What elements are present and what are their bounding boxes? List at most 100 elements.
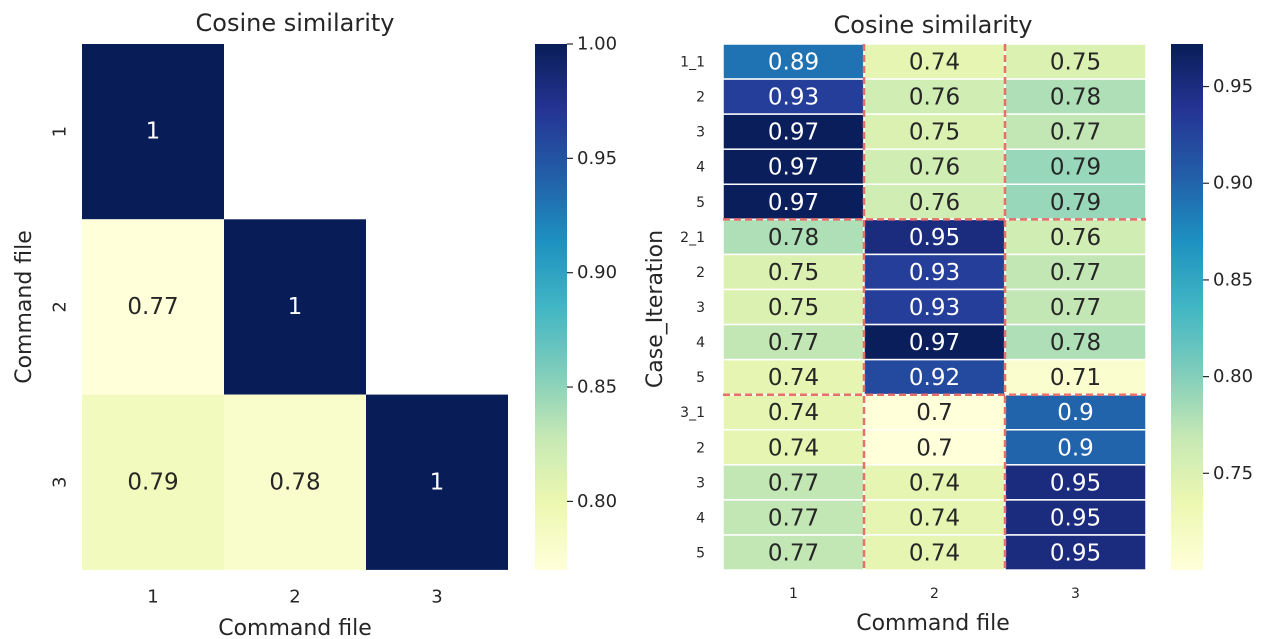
left-cell-label-r0-c0: 1	[146, 119, 161, 145]
right-cell-label-r6-c2: 0.77	[1050, 260, 1101, 286]
right-cell-label-r0-c2: 0.75	[1050, 50, 1101, 76]
right-x-tick-1: 2	[930, 586, 939, 602]
left-x-ticks: 1 2 3	[147, 587, 442, 608]
left-colorbar	[535, 44, 567, 570]
right-cell-label-r1-c2: 0.78	[1050, 85, 1101, 111]
right-cell-label-r5-c0: 0.78	[768, 225, 819, 251]
right-y-tick-9: 5	[696, 370, 705, 386]
right-cell-label-r8-c1: 0.97	[909, 330, 960, 356]
right-cell-r2-c2	[1004, 113, 1147, 150]
right-cell-label-r10-c2: 0.9	[1057, 400, 1094, 426]
right-cell-label-r14-c1: 0.74	[909, 541, 960, 567]
left-y-tick-2: 3	[50, 477, 71, 488]
right-cell-r3-c0	[722, 148, 865, 186]
right-cell-label-r7-c1: 0.93	[909, 295, 960, 321]
left-cell-label-r2-c0: 0.79	[127, 469, 178, 495]
right-cell-label-r4-c2: 0.79	[1050, 190, 1101, 216]
left-heatmap: Cosine similarity 1 0.77 1 0.79 0.78 1 1 2 3 1 2…	[12, 9, 617, 639]
right-cell-label-r6-c0: 0.75	[768, 260, 819, 286]
right-cell-r11-c2	[1004, 429, 1147, 466]
right-y-tick-12: 3	[696, 475, 705, 491]
right-cell-label-r0-c0: 0.89	[768, 50, 819, 76]
right-colorbar-tick-label-3: 0.90	[1213, 173, 1253, 194]
left-cell-label-r2-c1: 0.78	[269, 469, 320, 495]
right-y-tick-11: 2	[696, 440, 705, 456]
right-cell-r11-c0	[722, 429, 865, 466]
right-cells: 0.89 0.74 0.75 0.93 0.76 0.78 0.97 0.75 0.77 0.97…	[722, 43, 1147, 571]
right-cell-label-r7-c0: 0.75	[768, 295, 819, 321]
right-cell-label-r13-c1: 0.74	[909, 505, 960, 531]
right-colorbar-ticks: 0.75 0.80 0.85 0.90 0.95	[1203, 76, 1253, 484]
left-x-tick-1: 2	[289, 587, 300, 608]
right-cell-label-r2-c0: 0.97	[768, 120, 819, 146]
right-x-ticks: 1 2 3	[789, 586, 1080, 602]
right-y-tick-0: 1_1	[680, 55, 705, 71]
right-cell-label-r8-c0: 0.77	[768, 330, 819, 356]
right-heatmap: Cosine similarity 0.89 0.74 0.750.93 0.76 0.…	[643, 11, 1253, 636]
right-cell-label-r12-c0: 0.77	[768, 470, 819, 496]
right-cell-r8-c2	[1004, 323, 1147, 361]
left-y-ticks: 1 2 3	[50, 126, 71, 488]
right-cell-r6-c2	[1004, 253, 1147, 291]
right-y-tick-5: 2_1	[680, 230, 705, 246]
left-colorbar-tick-label-1: 0.85	[577, 377, 617, 398]
right-cell-r1-c2	[1004, 78, 1147, 115]
right-cell-label-r0-c1: 0.74	[909, 50, 960, 76]
left-y-axis-label: Command file	[12, 230, 37, 384]
left-colorbar-ticks: 0.80 0.85 0.90 0.95 1.00	[567, 34, 617, 512]
left-cell-r2-c0	[82, 394, 224, 570]
right-cell-label-r9-c2: 0.71	[1050, 365, 1101, 391]
right-group-separators	[723, 44, 1146, 571]
left-cell-r1-c0	[82, 219, 224, 395]
right-cell-label-r9-c0: 0.74	[768, 365, 819, 391]
right-y-ticks: 1_1 2 3 4 5 2_1 2 3 4 5 3_1 2 3 4 5	[680, 55, 705, 562]
right-cell-label-r2-c1: 0.75	[909, 120, 960, 146]
right-y-tick-1: 2	[696, 90, 705, 106]
right-y-tick-7: 3	[696, 300, 705, 316]
right-y-tick-14: 5	[696, 546, 705, 562]
right-cell-label-r7-c2: 0.77	[1050, 295, 1101, 321]
left-x-tick-0: 1	[147, 587, 158, 608]
right-cell-r14-c1	[863, 534, 1006, 571]
left-cell-label-r2-c2: 1	[430, 469, 445, 495]
left-colorbar-tick-label-3: 0.95	[577, 148, 617, 169]
right-colorbar-tick-label-1: 0.80	[1213, 366, 1253, 387]
right-y-tick-2: 3	[696, 125, 705, 141]
left-cell-r1-c1	[224, 219, 366, 395]
right-y-tick-6: 2	[696, 265, 705, 281]
right-colorbar-tick-label-4: 0.95	[1213, 76, 1253, 97]
right-cell-label-r2-c2: 0.77	[1050, 120, 1101, 146]
right-cell-label-r13-c2: 0.95	[1050, 505, 1101, 531]
right-y-axis-label: Case_Iteration	[643, 230, 668, 388]
right-cell-label-r10-c1: 0.7	[916, 400, 953, 426]
right-y-tick-13: 4	[696, 510, 705, 526]
right-colorbar	[1171, 44, 1203, 570]
right-cell-label-r11-c1: 0.7	[916, 435, 953, 461]
right-title: Cosine similarity	[834, 11, 1033, 39]
right-cell-label-r9-c1: 0.92	[909, 365, 960, 391]
left-x-axis-label: Command file	[218, 616, 372, 639]
right-cell-label-r3-c2: 0.79	[1050, 155, 1101, 181]
right-colorbar-tick-label-2: 0.85	[1213, 269, 1253, 290]
right-cell-r8-c0	[722, 323, 865, 361]
left-colorbar-tick-label-0: 0.80	[577, 491, 617, 512]
right-cell-label-r12-c2: 0.95	[1050, 470, 1101, 496]
right-cell-label-r5-c2: 0.76	[1050, 225, 1101, 251]
right-cell-r2-c0	[722, 113, 865, 150]
right-x-axis-label: Command file	[856, 611, 1010, 636]
left-x-tick-2: 3	[431, 587, 442, 608]
right-x-tick-0: 1	[789, 586, 798, 602]
right-cell-label-r13-c0: 0.77	[768, 505, 819, 531]
left-y-tick-1: 2	[50, 301, 71, 312]
right-cell-r11-c1	[863, 429, 1006, 466]
right-cell-label-r5-c1: 0.95	[909, 225, 960, 251]
right-cell-label-r14-c2: 0.95	[1050, 541, 1101, 567]
right-cell-r1-c0	[722, 78, 865, 115]
right-cell-label-r11-c2: 0.9	[1057, 435, 1094, 461]
right-cell-label-r4-c0: 0.97	[768, 190, 819, 216]
left-cell-label-r1-c1: 1	[288, 294, 303, 320]
right-x-tick-2: 3	[1071, 586, 1080, 602]
right-y-tick-10: 3_1	[680, 405, 705, 421]
right-cell-label-r3-c1: 0.76	[909, 155, 960, 181]
